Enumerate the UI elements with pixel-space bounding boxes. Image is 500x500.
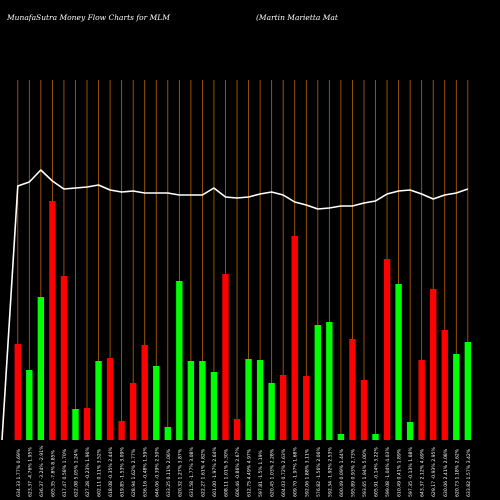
money-flow-bar	[153, 366, 160, 440]
x-tick-label: 602.11 0.11% 3.52%	[97, 448, 103, 497]
money-flow-bar	[233, 419, 241, 440]
money-flow-bar	[406, 422, 414, 440]
money-flow-bar	[326, 322, 333, 440]
money-flow-bar	[60, 276, 68, 440]
x-tick-label: 622.27 1.61% 4.82%	[200, 448, 206, 497]
money-flow-bar	[279, 375, 287, 440]
money-flow-bar	[337, 434, 345, 440]
money-flow-bar	[141, 345, 148, 440]
money-flow-bar	[314, 325, 322, 440]
money-flow-bar	[49, 201, 56, 440]
x-tick-label: 628.94 1.62% 2.77%	[131, 448, 137, 497]
x-tick-label: 646.06 -0.39% 2.50%	[154, 447, 160, 497]
x-tick-label: 605.91 -0.14% 3.22%	[374, 447, 380, 497]
x-tick-label: 619.85 -1.53% 3.09%	[120, 447, 126, 497]
x-tick-label: 608.11 1.01% 5.30%	[223, 448, 229, 497]
x-tick-label: 604.03 0.72% 2.63%	[281, 448, 287, 497]
x-tick-label: 592.06 1.88% 3.11%	[304, 448, 310, 497]
x-tick-label: 600.49 0.09% 1.44%	[339, 448, 345, 497]
money-flow-bar	[372, 434, 379, 440]
money-flow-bar	[26, 370, 33, 440]
money-flow-bar	[383, 259, 391, 440]
x-tick-label: 633.25 0.11% 2.06%	[166, 448, 172, 497]
money-flow-bar	[118, 421, 125, 440]
money-flow-bar	[303, 376, 310, 440]
chart-subtitle: (Martin Marietta Mat	[256, 13, 338, 22]
price-line	[1, 169, 469, 441]
x-tick-label: 617.47 0.58% 1.70%	[62, 448, 68, 497]
x-tick-label: 612.75 4.49% 4.97%	[247, 448, 253, 497]
money-flow-bar	[129, 383, 137, 440]
x-tick-label: 622.08 5.05% 1.24%	[73, 448, 79, 497]
x-tick-label: 593.65 1.94% 5.00%	[362, 448, 368, 497]
x-tick-label: 605.35 -7.8% 8.85%	[50, 449, 56, 497]
price-line-layer	[1, 169, 469, 441]
money-flow-bar	[176, 281, 183, 440]
x-tick-label: 636.16 -0.48% 1.59%	[143, 447, 149, 497]
money-flow-bar	[395, 284, 402, 440]
money-flow-bar	[349, 339, 356, 440]
money-flow-bar	[256, 360, 264, 440]
x-tick-label: 599.08 -1.04% 4.03%	[385, 447, 391, 497]
money-flow-bar	[164, 427, 171, 440]
money-flow-bar	[360, 380, 368, 440]
money-flow-bar	[291, 236, 298, 440]
x-tick-label: 630.06 2.41% 2.08%	[443, 448, 449, 497]
x-tick-label: 636.37 -3.24% -2.91%	[39, 445, 45, 497]
money-flow-bar	[199, 361, 206, 440]
money-flow-bar	[464, 342, 472, 440]
x-tick-label: 592.34 -1.92% 2.53%	[327, 447, 333, 497]
money-flow-bars	[14, 201, 472, 440]
x-tick-label: 610.49 0.41% 1.89%	[397, 448, 403, 497]
money-flow-bar	[106, 358, 114, 440]
x-tick-label: 631.58 -1.77% 3.08%	[189, 447, 195, 497]
x-tick-label: 595.89 0.93% 2.73%	[350, 448, 356, 497]
x-tick-label: 620.32 1.27% 3.87%	[177, 448, 183, 497]
money-flow-bar	[418, 360, 425, 440]
x-tick-label: 627.28 -0.23% 1.96%	[85, 447, 91, 497]
money-flow-bar	[441, 330, 448, 440]
money-flow-bar	[430, 289, 437, 440]
money-flow-bar	[268, 383, 275, 440]
x-tick-label: 597.81 -1.5% 1.19%	[258, 449, 264, 497]
x-tick-label: 623.37 -4.76% 1.95%	[27, 447, 33, 497]
x-tick-label: 643.37 2.12% 4.69%	[420, 448, 426, 497]
x-tick-label: 601.00 -1.97% 2.64%	[212, 447, 218, 497]
x-tick-label: 597.35 -0.13% 1.68%	[408, 447, 414, 497]
x-tick-label: 606.46 -0.86% 2.67%	[235, 447, 241, 497]
x-tick-label: 634.33 1.77% 0.69%	[16, 448, 22, 497]
x-tick-labels: 634.33 1.77% 0.69% 623.37 -4.76% 1.95% 636…	[16, 445, 472, 497]
money-flow-bar	[245, 359, 252, 440]
money-flow-bar	[187, 361, 195, 440]
money-flow-bar	[95, 361, 102, 440]
x-tick-label: 618.08 -0.35% 2.44%	[108, 447, 114, 497]
x-tick-label: 609.70 -1.97% 1.68%	[293, 447, 299, 497]
money-flow-bar	[37, 297, 45, 440]
x-tick-label: 633.82 1.57% 3.42%	[466, 448, 472, 497]
money-flow-bar	[72, 409, 79, 440]
x-tick-label: 620.45 1.03% 2.28%	[270, 448, 276, 497]
x-tick-label: 620.73 1.18% 2.62%	[454, 448, 460, 497]
money-flow-bar	[222, 274, 229, 440]
chart-title: MunafaSutra Money Flow Charts for MLM	[7, 13, 170, 22]
money-flow-bar	[14, 344, 21, 440]
money-flow-bar	[210, 372, 218, 440]
x-tick-label: 576.82 -1.56% 2.06%	[316, 447, 322, 497]
x-tick-label: 629.17 -0.93% 2.95%	[431, 447, 437, 497]
money-flow-bar	[453, 354, 460, 440]
money-flow-bar	[83, 408, 91, 440]
